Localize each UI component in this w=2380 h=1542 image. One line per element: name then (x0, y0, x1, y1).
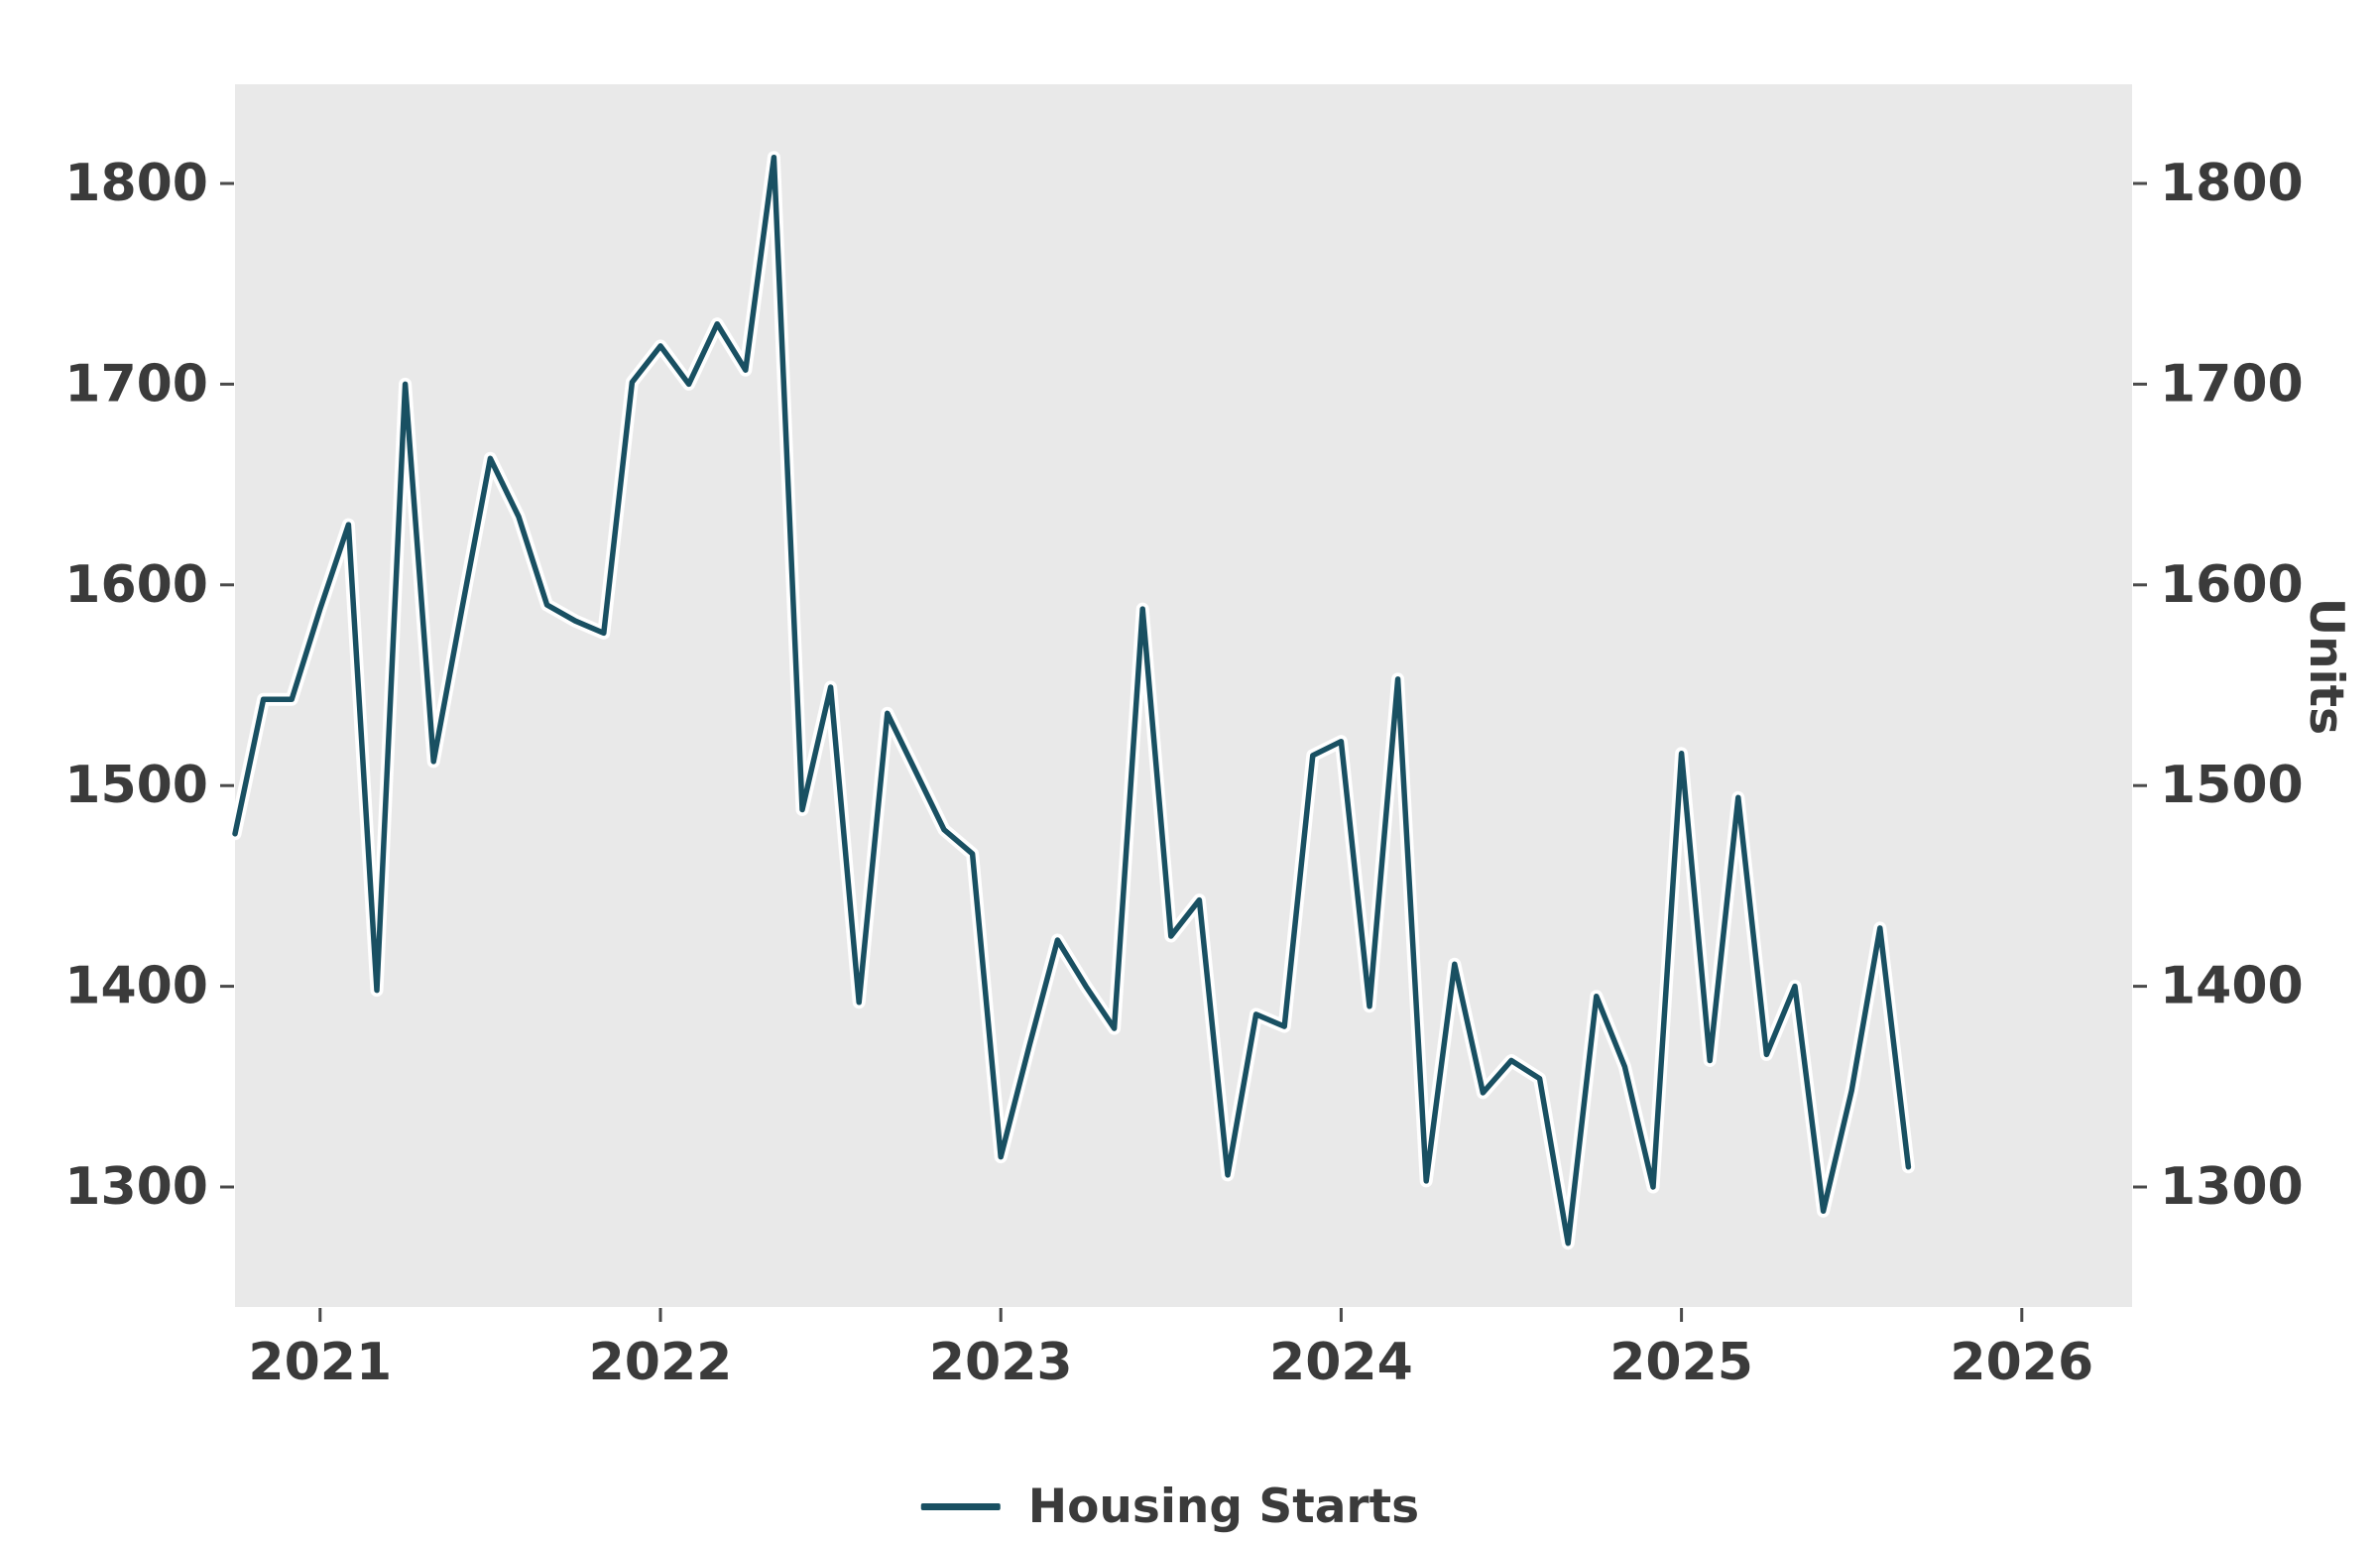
x-tick-label-2021: 2021 (248, 1333, 392, 1392)
y-tick-label-left-1800: 1800 (64, 154, 208, 213)
y-tick-label-right-1300: 1300 (2160, 1157, 2304, 1217)
legend-line-swatch-icon (920, 1503, 1001, 1510)
series-line-housing-starts (232, 154, 1912, 1246)
x-tick-label-2022: 2022 (589, 1333, 733, 1392)
x-tick-label-2024: 2024 (1269, 1333, 1413, 1392)
y-tick-label-right-1600: 1600 (2160, 555, 2304, 615)
y-tick-label-left-1500: 1500 (64, 756, 208, 815)
x-tick-label-2025: 2025 (1609, 1333, 1753, 1392)
x-tick-label-2023: 2023 (929, 1333, 1073, 1392)
legend-label: Housing Starts (1027, 1480, 1420, 1534)
y-tick-label-right-1500: 1500 (2160, 756, 2304, 815)
y-tick-label-right-1700: 1700 (2160, 354, 2304, 414)
y-tick-label-right-1400: 1400 (2160, 957, 2304, 1016)
legend: Housing Starts (920, 1480, 1420, 1534)
y-tick-label-left-1300: 1300 (64, 1157, 208, 1217)
x-tick-label-2026: 2026 (1950, 1333, 2093, 1392)
y-tick-label-left-1600: 1600 (64, 555, 208, 615)
y-axis-units-label: Units (2299, 597, 2353, 736)
y-tick-label-right-1800: 1800 (2160, 154, 2304, 213)
y-tick-label-left-1400: 1400 (64, 957, 208, 1016)
y-tick-label-left-1700: 1700 (64, 354, 208, 414)
